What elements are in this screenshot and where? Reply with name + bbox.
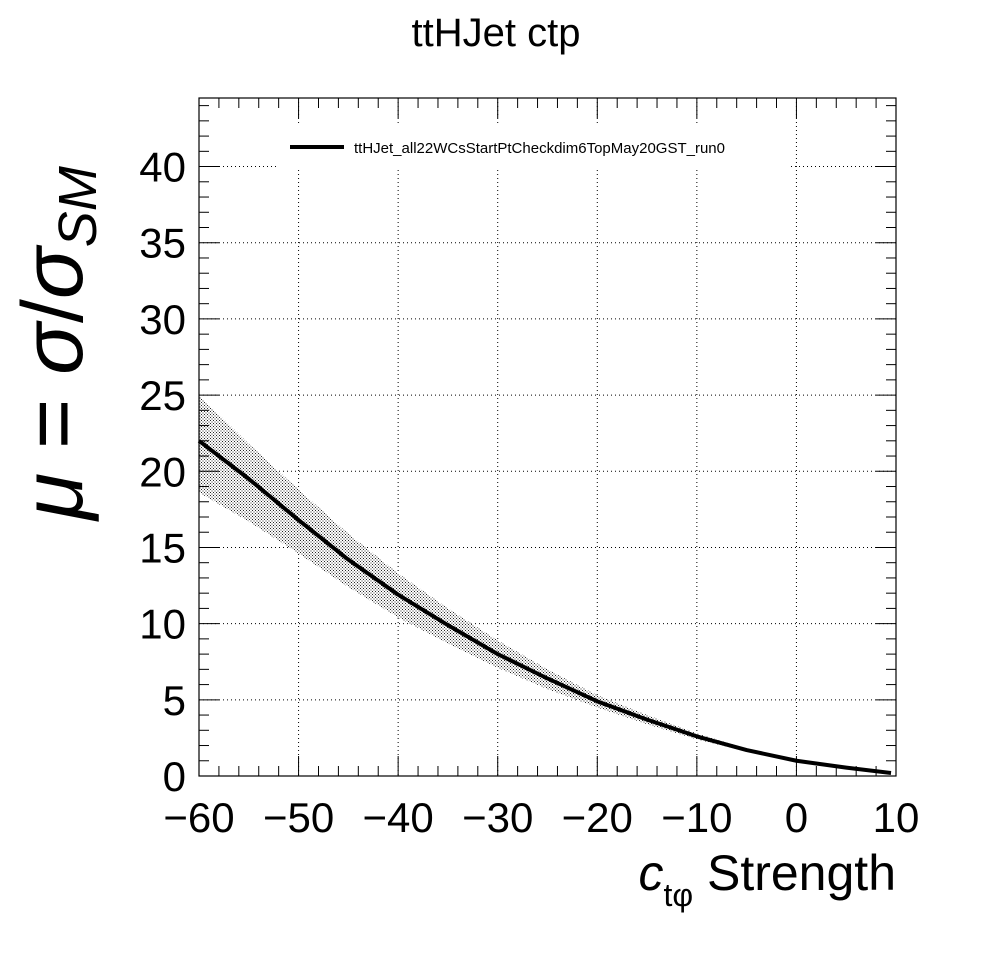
x-tick-label: −60 [163,794,234,841]
x-tick-label: 0 [785,794,808,841]
ticks [198,98,897,777]
y-tick-label: 35 [139,220,186,267]
band-area [199,395,892,774]
legend-label: ttHJet_all22WCsStartPtCheckdim6TopMay20G… [354,140,725,157]
x-axis-label-subscript: tφ [663,877,693,913]
y-axis-label-mu: μ [5,473,101,522]
plot-frame [198,97,897,777]
y-tick-label: 25 [139,372,186,419]
y-tick-label: 15 [139,524,186,571]
legend-box [278,126,788,168]
y-axis-label-slash: / [5,299,101,323]
series-lines [197,439,892,775]
y-axis-label: μ = σ/σSM [5,166,108,522]
x-tick-label: −40 [363,794,434,841]
y-tick-label: 5 [163,677,186,724]
y-axis-label-sigma: σ [5,320,101,375]
y-tick-label: 30 [139,296,186,343]
x-tick-label: −10 [661,794,732,841]
tick-labels: −60 −50 −40 −30 −20 −10 0 10 0 5 10 15 20 25 30 35 40 [139,144,919,841]
legend: ttHJet_all22WCsStartPtCheckdim6TopMay20G… [278,126,788,168]
y-axis-label-subscript: SM [48,166,108,247]
series-line [197,439,892,775]
x-tick-label: −30 [462,794,533,841]
chart-title: ttHJet ctp [412,11,581,55]
x-axis-label-suffix: Strength [693,845,896,901]
y-tick-label: 10 [139,601,186,648]
x-tick-label: 10 [873,794,920,841]
x-tick-label: −20 [562,794,633,841]
x-axis-label: ctφ Strength [638,845,896,913]
y-axis-label-equals: = [5,375,101,473]
y-tick-label: 20 [139,448,186,495]
axes [198,97,897,777]
y-axis-label-sigma2: σ [5,244,101,299]
y-tick-label: 0 [163,753,186,800]
uncertainty-band [199,395,892,774]
y-tick-label: 40 [139,144,186,191]
x-tick-label: −50 [263,794,334,841]
x-axis-label-symbol: c [638,845,663,901]
